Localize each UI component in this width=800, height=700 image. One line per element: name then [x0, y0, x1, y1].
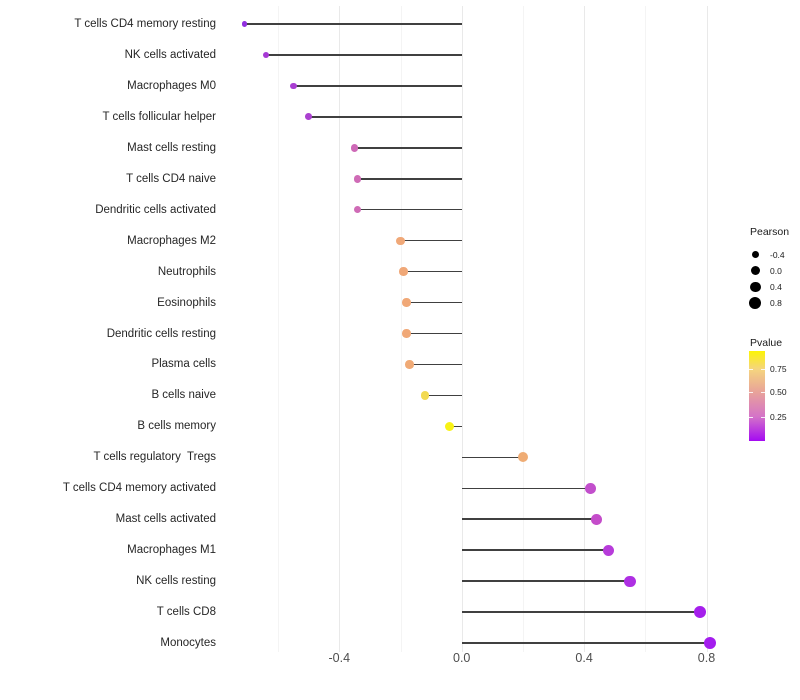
grid-major-line [339, 6, 341, 652]
legend-size-label: 0.8 [770, 298, 782, 309]
data-point [305, 113, 313, 121]
category-label: Dendritic cells resting [106, 327, 216, 340]
data-point [590, 513, 602, 525]
lollipop-stem [424, 394, 462, 397]
lollipop-stem [357, 208, 462, 211]
legend-pvalue-title: Pvalue [750, 337, 783, 349]
lollipop-stem [461, 549, 609, 551]
data-point [350, 144, 359, 152]
data-point [353, 205, 362, 214]
category-label: Mast cells resting [127, 141, 216, 154]
category-label: Monocytes [160, 637, 216, 649]
data-point [405, 360, 414, 369]
grid-minor-line [522, 6, 524, 652]
category-label: T cells CD4 naive [126, 172, 216, 185]
data-point [241, 21, 248, 27]
data-point [353, 174, 362, 183]
lollipop-stem [461, 487, 591, 489]
legend-size-label: -0.4 [770, 249, 785, 260]
data-point [517, 452, 528, 463]
x-tick-label: 0.8 [697, 651, 716, 665]
category-label: Macrophages M2 [127, 234, 216, 247]
lollipop-stem [406, 332, 462, 335]
pvalue-colorbar [749, 351, 765, 441]
data-point [703, 636, 716, 649]
category-label: Plasma cells [151, 358, 216, 371]
lollipop-stem [461, 611, 701, 613]
category-label: T cells follicular helper [102, 110, 216, 123]
colorbar-tick-label: 0.50 [770, 387, 787, 398]
category-label: NK cells activated [124, 48, 216, 61]
lollipop-stem [354, 147, 462, 149]
colorbar-tick-label: 0.25 [770, 411, 787, 422]
colorbar-tick [749, 392, 753, 394]
category-label: Mast cells activated [115, 513, 216, 526]
colorbar-tick [749, 416, 753, 418]
grid-major-line [461, 6, 463, 652]
colorbar-tick-label: 0.75 [770, 364, 787, 374]
legend-size-dot [751, 250, 760, 259]
category-label: T cells CD4 memory resting [74, 18, 216, 30]
lollipop-stem [406, 301, 462, 304]
colorbar-tick [761, 369, 765, 370]
lollipop-stem [461, 456, 523, 459]
data-point [290, 82, 297, 90]
x-tick-label: 0.4 [575, 651, 593, 665]
category-label: B cells naive [151, 389, 216, 402]
data-point [402, 298, 411, 307]
lollipop-stem [409, 363, 462, 366]
grid-major-line [706, 6, 708, 652]
data-point [694, 606, 707, 619]
lollipop-stem [357, 178, 462, 180]
category-label: Macrophages M1 [127, 544, 216, 557]
legend-size-label: 0.0 [770, 265, 782, 276]
lollipop-stem [244, 23, 462, 25]
data-point [420, 391, 430, 400]
lollipop-stem [461, 642, 710, 644]
data-point [603, 544, 615, 556]
data-point [399, 267, 408, 276]
lollipop-stem [293, 85, 462, 87]
category-label: Macrophages M0 [127, 79, 216, 92]
colorbar-tick [749, 369, 753, 370]
data-point [444, 421, 454, 431]
category-label: NK cells resting [136, 575, 216, 588]
data-point [584, 482, 596, 494]
data-point [624, 575, 636, 587]
data-point [262, 51, 269, 58]
lollipop-stem [461, 518, 597, 520]
colorbar-tick [761, 416, 765, 418]
x-tick-label: -0.4 [328, 651, 351, 665]
lollipop-stem [265, 54, 462, 56]
data-point [396, 236, 405, 245]
grid-minor-line [400, 6, 402, 652]
lollipop-stem [308, 116, 462, 118]
category-label: T cells regulatory Tregs [93, 451, 216, 464]
lollipop-stem [403, 270, 462, 273]
legend-size-label: 0.4 [770, 282, 782, 293]
category-label: Dendritic cells activated [95, 203, 216, 216]
category-label: B cells memory [137, 420, 216, 433]
legend-size-dot [750, 266, 761, 276]
data-point [402, 329, 411, 338]
category-label: Eosinophils [157, 296, 216, 309]
grid-minor-line [645, 6, 647, 652]
lollipop-stem [400, 239, 462, 242]
category-label: Neutrophils [157, 265, 216, 278]
lollipop-stem [449, 425, 462, 428]
grid-minor-line [278, 6, 280, 652]
category-label: T cells CD4 memory activated [62, 482, 216, 495]
colorbar-tick [761, 392, 765, 394]
legend-pearson-title: Pearson [750, 226, 790, 238]
legend-size-dot [750, 281, 761, 293]
grid-major-line [584, 6, 586, 652]
category-label: T cells CD8 [156, 606, 216, 619]
lollipop-stem [461, 580, 630, 582]
x-tick-label: 0.0 [452, 651, 471, 665]
legend-size-dot [749, 297, 762, 310]
